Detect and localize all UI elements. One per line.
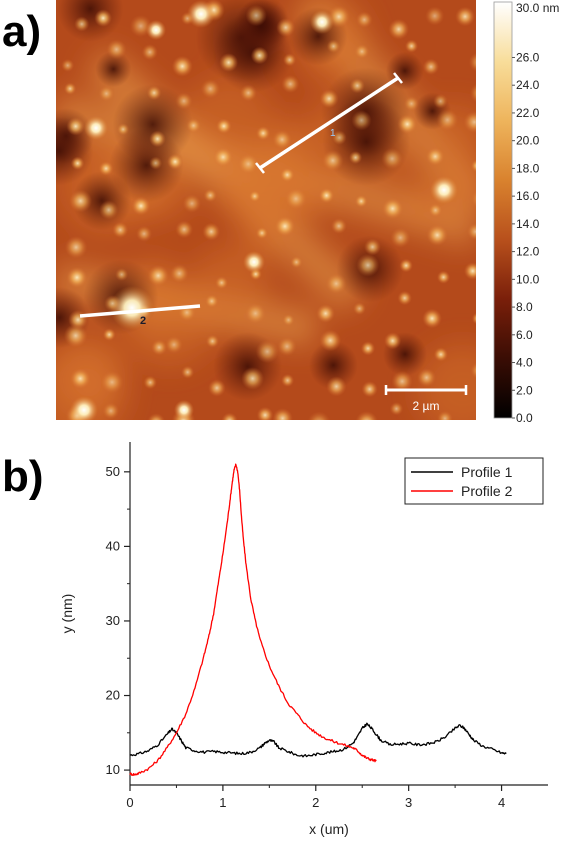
- afm-topography-image: 1 2 2 µm: [56, 0, 476, 420]
- profile-line-chart: 0 1 2 3 4 10 20 30 40 50 Profile 1 Profile 2 x (um…: [59, 442, 548, 837]
- profile-marker-2: 2: [140, 315, 146, 327]
- x-tick-label: 4: [498, 795, 505, 810]
- colorbar-tick-label: 26.0: [516, 50, 540, 64]
- panel-label-a: a): [2, 7, 42, 56]
- colorbar-tick-label: 4.0: [516, 356, 533, 370]
- panel-label-b: b): [2, 452, 44, 501]
- x-tick-label: 1: [219, 795, 226, 810]
- series-line-1: [129, 722, 507, 758]
- colorbar-tick-label: 12.0: [516, 245, 540, 259]
- colorbar-tick-label: 10.0: [516, 272, 540, 286]
- colorbar-max-label: 30.0 nm: [516, 1, 559, 15]
- colorbar-ticks: 26.0 24.0 22.0 20.0 18.0 16.0 14.0 12.0 10.0 8.0 6…: [512, 50, 540, 425]
- x-tick-label: 3: [405, 795, 412, 810]
- x-tick-label: 0: [126, 795, 133, 810]
- y-tick-label: 50: [106, 464, 120, 479]
- chart-axes: 0 1 2 3 4 10 20 30 40 50: [106, 442, 548, 810]
- colorbar-tick-label: 6.0: [516, 328, 533, 342]
- series-line-2: [129, 463, 377, 776]
- scale-bar: 2 µm: [384, 385, 468, 413]
- chart-series: [129, 463, 507, 776]
- profile-marker-1: 1: [330, 128, 336, 139]
- colorbar-tick-label: 0.0: [516, 411, 533, 425]
- legend-entry: Profile 1: [461, 464, 513, 480]
- afm-bright-spots: [61, 0, 476, 420]
- colorbar-tick-label: 8.0: [516, 300, 533, 314]
- scale-bar-label: 2 µm: [413, 399, 440, 413]
- profile-line-2: 2: [79, 304, 201, 327]
- colorbar-tick-label: 2.0: [516, 383, 533, 397]
- chart-legend: Profile 1 Profile 2: [404, 457, 544, 505]
- y-axis-label: y (nm): [59, 594, 75, 634]
- colorbar-tick-label: 16.0: [516, 189, 540, 203]
- height-colorbar: 26.0 24.0 22.0 20.0 18.0 16.0 14.0 12.0 10.0 8.0 6…: [493, 1, 559, 425]
- colorbar-tick-label: 18.0: [516, 161, 540, 175]
- colorbar-tick-label: 22.0: [516, 106, 540, 120]
- x-tick-label: 2: [312, 795, 319, 810]
- colorbar-tick-label: 14.0: [516, 217, 540, 231]
- x-axis-label: x (um): [309, 821, 349, 837]
- y-tick-label: 40: [106, 538, 120, 553]
- y-tick-label: 20: [106, 688, 120, 703]
- y-tick-label: 30: [106, 613, 120, 628]
- colorbar-tick-label: 20.0: [516, 134, 540, 148]
- y-tick-label: 10: [106, 762, 120, 777]
- profile-line-1: 1: [255, 72, 403, 174]
- legend-box: [404, 457, 544, 505]
- colorbar-tick-label: 24.0: [516, 78, 540, 92]
- legend-entry: Profile 2: [461, 483, 513, 499]
- colorbar-gradient: [493, 1, 513, 419]
